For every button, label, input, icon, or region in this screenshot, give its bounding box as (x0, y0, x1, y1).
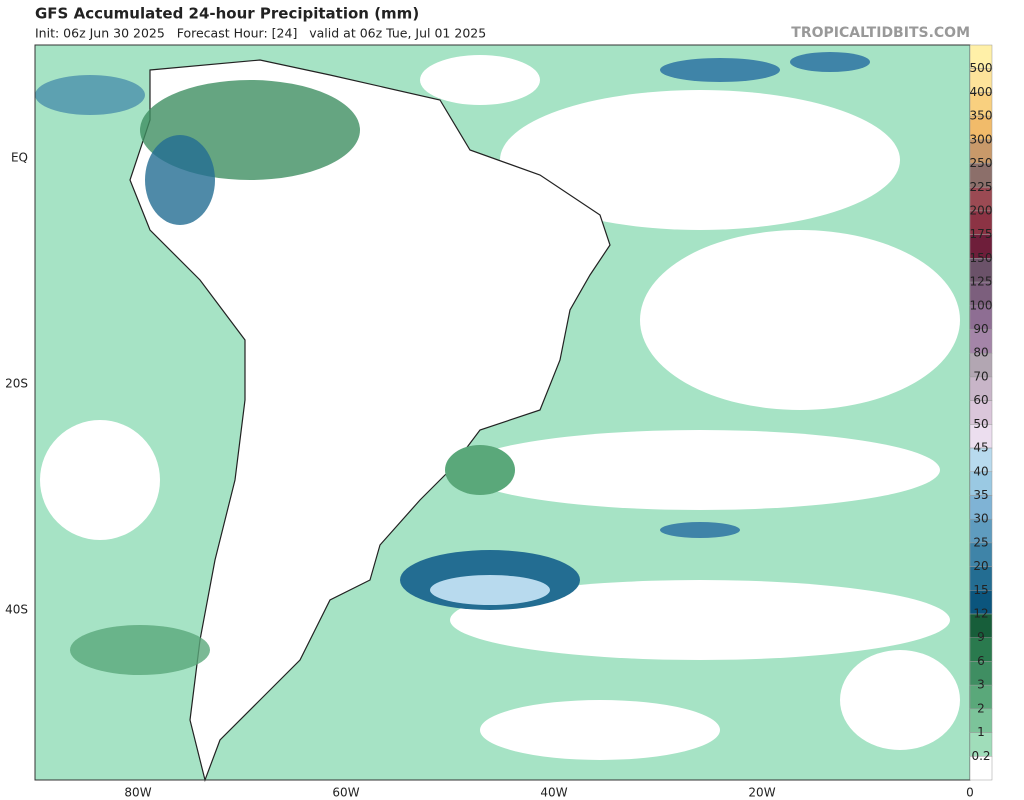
colorbar-label: 45 (973, 441, 988, 455)
colorbar-label: 80 (973, 346, 988, 360)
colorbar-label: 500 (970, 61, 993, 75)
colorbar-label: 50 (973, 417, 988, 431)
colorbar-label: 25 (973, 535, 988, 549)
latitude-label: EQ (11, 151, 28, 165)
colorbar-label: 2 (977, 701, 985, 715)
colorbar-label: 0.2 (971, 749, 990, 763)
colorbar-label: 300 (970, 132, 993, 146)
map (34, 44, 971, 783)
subtitle: Init: 06z Jun 30 2025 Forecast Hour: [24… (35, 26, 486, 41)
latitude-label: 40S (5, 603, 28, 617)
longitude-label: 80W (124, 786, 151, 800)
colorbar-label: 20 (973, 559, 988, 573)
colorbar-box (969, 756, 993, 781)
colorbar-label: 1 (977, 725, 985, 739)
colorbar-label: 150 (970, 251, 993, 265)
title: GFS Accumulated 24-hour Precipitation (m… (35, 5, 419, 23)
longitude-label: 40W (540, 786, 567, 800)
colorbar-label: 250 (970, 156, 993, 170)
colorbar-label: 90 (973, 322, 988, 336)
colorbar-label: 100 (970, 298, 993, 312)
colorbar-label: 3 (977, 678, 985, 692)
colorbar-label: 15 (973, 583, 988, 597)
colorbar-label: 6 (977, 654, 985, 668)
colorbar-label: 12 (973, 607, 988, 621)
colorbar-label: 60 (973, 393, 988, 407)
colorbar: 5004003503002502252001751501251009080706… (969, 44, 993, 781)
longitude-label: 0 (966, 786, 974, 800)
watermark: TROPICALTIDBITS.COM (791, 25, 970, 41)
longitude-label: 20W (748, 786, 775, 800)
latitude-label: 20S (5, 377, 28, 391)
longitude-label: 60W (332, 786, 359, 800)
colorbar-label: 175 (970, 227, 993, 241)
colorbar-label: 9 (977, 630, 985, 644)
axis-labels: 80W 60W 40W 20W 0 EQ 20S 40S (5, 151, 974, 800)
colorbar-label: 200 (970, 203, 993, 217)
colorbar-label: 400 (970, 85, 993, 99)
colorbar-label: 70 (973, 369, 988, 383)
colorbar-label: 225 (970, 180, 993, 194)
land (129, 59, 611, 783)
colorbar-label: 30 (973, 512, 988, 526)
colorbar-label: 350 (970, 109, 993, 123)
colorbar-label: 35 (973, 488, 988, 502)
colorbar-label: 125 (970, 275, 993, 289)
rain-areas (35, 52, 870, 675)
colorbar-label: 40 (973, 464, 988, 478)
dry-areas (40, 55, 960, 760)
